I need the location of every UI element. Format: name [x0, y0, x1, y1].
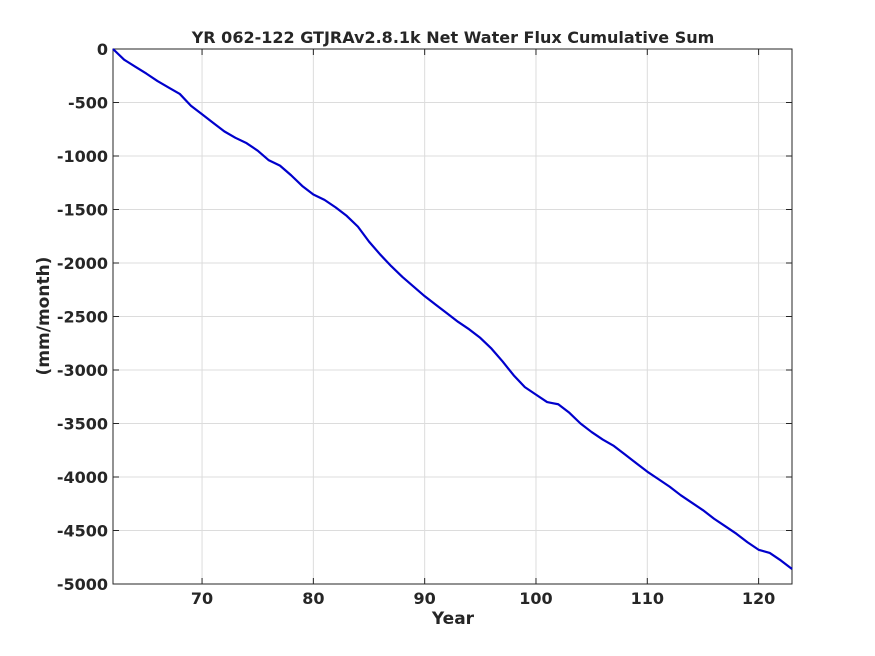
y-tick-labels: 0 -500 -1000 -1500 -2000 -2500 -3000 -3500 -4000… — [57, 40, 108, 594]
y-tick-label: -5000 — [57, 575, 108, 594]
y-tick-label: -3500 — [57, 415, 108, 434]
x-axis-label: Year — [431, 609, 475, 629]
x-tick-labels: 70 80 90 100 110 120 — [191, 589, 775, 608]
y-tick-label: 0 — [97, 40, 108, 59]
x-tick-label: 110 — [631, 589, 664, 608]
series-line — [112, 48, 793, 570]
chart-title: YR 062-122 GTJRAv2.8.1k Net Water Flux C… — [191, 28, 715, 47]
x-tick-label: 90 — [414, 589, 436, 608]
y-axis-label: (mm/month) — [34, 257, 54, 376]
y-tick-label: -500 — [68, 94, 108, 113]
y-tick-label: -2000 — [57, 254, 108, 273]
x-tick-label: 80 — [302, 589, 324, 608]
x-tick-label: 70 — [191, 589, 213, 608]
y-tick-label: -4000 — [57, 468, 108, 487]
y-tick-label: -1000 — [57, 147, 108, 166]
y-tick-label: -2500 — [57, 308, 108, 327]
y-tick-label: -3000 — [57, 361, 108, 380]
y-tick-label: -4500 — [57, 522, 108, 541]
x-tick-label: 100 — [519, 589, 552, 608]
x-tick-label: 120 — [742, 589, 775, 608]
y-tick-label: -1500 — [57, 201, 108, 220]
